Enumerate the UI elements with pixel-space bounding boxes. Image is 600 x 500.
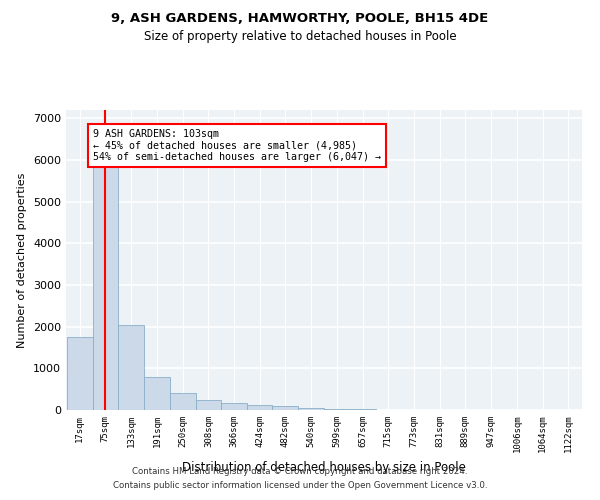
Bar xyxy=(67,337,92,410)
Y-axis label: Number of detached properties: Number of detached properties xyxy=(17,172,28,348)
Text: Contains HM Land Registry data © Crown copyright and database right 2024.: Contains HM Land Registry data © Crown c… xyxy=(132,467,468,476)
Text: 9 ASH GARDENS: 103sqm
← 45% of detached houses are smaller (4,985)
54% of semi-d: 9 ASH GARDENS: 103sqm ← 45% of detached … xyxy=(92,128,380,162)
Bar xyxy=(272,406,298,410)
Bar xyxy=(92,164,118,410)
Bar xyxy=(298,408,324,410)
Bar xyxy=(170,392,196,410)
Bar xyxy=(247,404,272,410)
Bar xyxy=(221,402,247,410)
Bar xyxy=(324,409,350,410)
Bar xyxy=(144,376,170,410)
Text: Contains public sector information licensed under the Open Government Licence v3: Contains public sector information licen… xyxy=(113,481,487,490)
Text: 9, ASH GARDENS, HAMWORTHY, POOLE, BH15 4DE: 9, ASH GARDENS, HAMWORTHY, POOLE, BH15 4… xyxy=(112,12,488,26)
Bar xyxy=(196,400,221,410)
X-axis label: Distribution of detached houses by size in Poole: Distribution of detached houses by size … xyxy=(182,461,466,474)
Text: Size of property relative to detached houses in Poole: Size of property relative to detached ho… xyxy=(143,30,457,43)
Bar xyxy=(118,324,144,410)
